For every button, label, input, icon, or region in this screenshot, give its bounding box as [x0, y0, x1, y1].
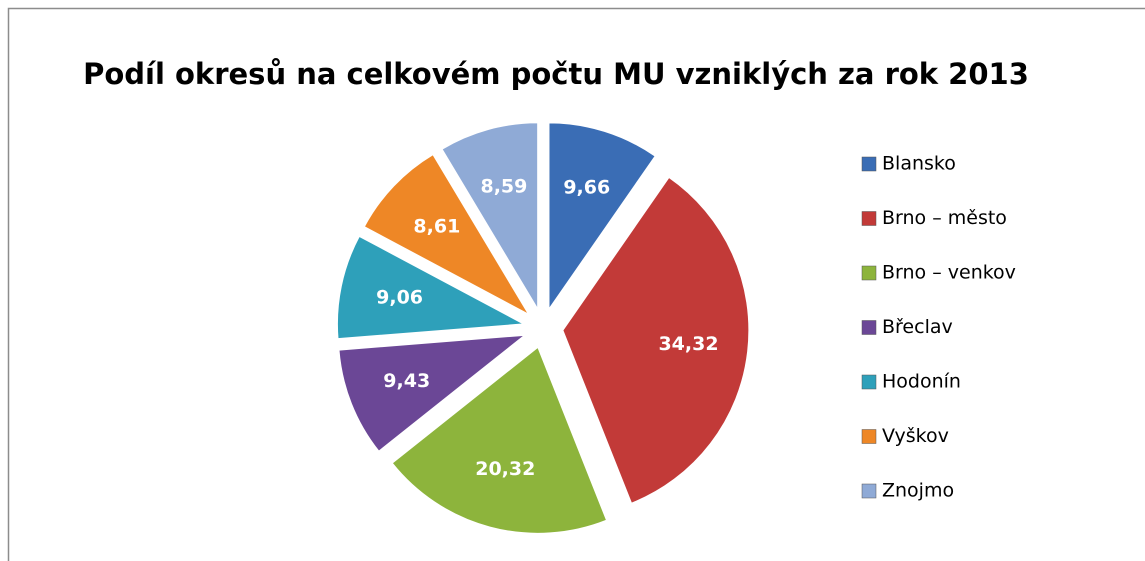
data-label: 20,32 — [475, 458, 535, 480]
legend-swatch — [861, 211, 877, 226]
legend-swatch — [861, 483, 877, 499]
legend-swatch — [861, 265, 877, 281]
data-label: 9,43 — [383, 370, 430, 392]
pie-slice — [363, 153, 530, 316]
data-label: 34,32 — [658, 333, 718, 355]
legend-swatch — [861, 374, 877, 390]
legend-swatch — [861, 320, 877, 335]
pie-slice — [336, 235, 526, 340]
legend-label: Brno – město — [882, 207, 1007, 229]
legend-label: Břeclav — [882, 316, 953, 338]
legend-label: Blansko — [882, 153, 956, 175]
pie-slice — [562, 176, 750, 504]
legend-label: Brno – venkov — [882, 262, 1016, 284]
data-label: 9,66 — [563, 177, 610, 199]
data-label: 8,59 — [480, 175, 527, 197]
pie-slice — [548, 122, 656, 311]
legend-swatch — [861, 429, 877, 444]
data-label: 9,06 — [376, 287, 423, 309]
chart-title: Podíl okresů na celkovém počtu MU vznikl… — [83, 57, 1029, 91]
data-label: 8,61 — [413, 216, 460, 238]
legend-label: Vyškov — [882, 425, 949, 447]
pie-slice — [441, 122, 539, 311]
legend-label: Znojmo — [882, 480, 954, 502]
pie-slice — [391, 346, 608, 534]
pie-slice — [338, 334, 526, 452]
legend-swatch — [861, 156, 877, 172]
legend-label: Hodonín — [882, 371, 961, 393]
